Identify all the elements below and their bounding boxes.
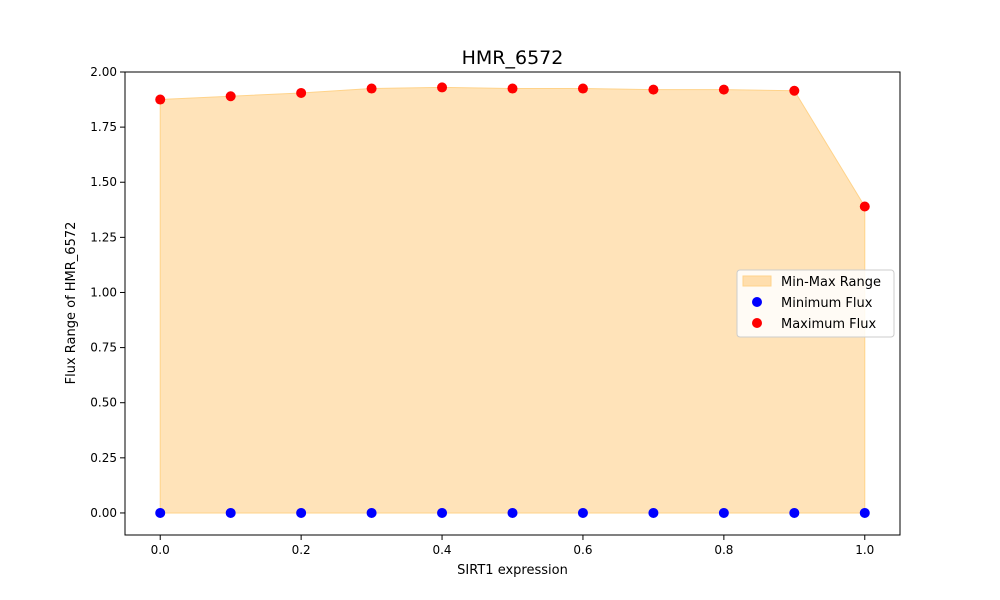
y-tick-label: 1.25: [90, 230, 117, 244]
minimum-flux-point: [366, 507, 377, 518]
plot-frame: [124, 71, 901, 536]
maximum-flux-point: [789, 85, 800, 96]
legend: Min-Max Range Minimum Flux Maximum Flux: [736, 269, 895, 338]
x-tick-label: 0.8: [714, 543, 733, 557]
legend-marker-minimum-flux: [752, 297, 762, 307]
x-axis-label: SIRT1 expression: [457, 563, 568, 578]
y-tick-label: 0.00: [90, 506, 117, 520]
maximum-flux-point: [507, 83, 518, 94]
maximum-flux-point: [718, 84, 729, 95]
legend-marker-maximum-flux: [752, 318, 762, 328]
maximum-flux-point: [225, 91, 236, 102]
y-axis-label: Flux Range of HMR_6572: [64, 222, 79, 385]
legend-box: [736, 269, 895, 338]
y-tick-label: 1.00: [90, 285, 117, 299]
x-tick-label: 0.6: [573, 543, 592, 557]
y-tick-label: 1.75: [90, 120, 117, 134]
y-tick-label: 1.50: [90, 175, 117, 189]
maximum-flux-point: [366, 83, 377, 94]
maximum-flux-point: [155, 94, 166, 105]
minimum-flux-point: [859, 507, 870, 518]
y-tick-label: 0.25: [90, 451, 117, 465]
y-tick-label: 2.00: [90, 65, 117, 79]
minimum-flux-point: [718, 507, 729, 518]
minimum-flux-point: [577, 507, 588, 518]
minimum-flux-point: [437, 507, 448, 518]
x-tick-label: 0.0: [151, 543, 170, 557]
maximum-flux-point: [648, 84, 659, 95]
minimum-flux-point: [648, 507, 659, 518]
chart-title: HMR_6572: [462, 47, 564, 69]
legend-swatch-min-max-range: [742, 275, 772, 287]
axes: 0.0 0.2 0.4 0.6 0.8 1.0 0.00 0.25 0.50 0.75 1.00 1.…: [90, 65, 901, 557]
maximum-flux-point: [577, 83, 588, 94]
plot-area: [155, 82, 870, 518]
minimum-flux-point: [225, 507, 236, 518]
x-tick-label: 1.0: [855, 543, 874, 557]
maximum-flux-point: [296, 87, 307, 98]
x-tick-label: 0.4: [432, 543, 451, 557]
x-tick-label: 0.2: [292, 543, 311, 557]
maximum-flux-point: [437, 82, 448, 93]
legend-label-min-max-range: Min-Max Range: [781, 275, 881, 290]
y-tick-label: 0.75: [90, 341, 117, 355]
minimum-flux-point: [155, 507, 166, 518]
y-tick-label: 0.50: [90, 396, 117, 410]
minimum-flux-point: [296, 507, 307, 518]
legend-label-maximum-flux: Maximum Flux: [781, 317, 877, 332]
legend-label-minimum-flux: Minimum Flux: [781, 296, 873, 311]
maximum-flux-point: [859, 201, 870, 212]
minimum-flux-point: [789, 507, 800, 518]
minimum-flux-point: [507, 507, 518, 518]
